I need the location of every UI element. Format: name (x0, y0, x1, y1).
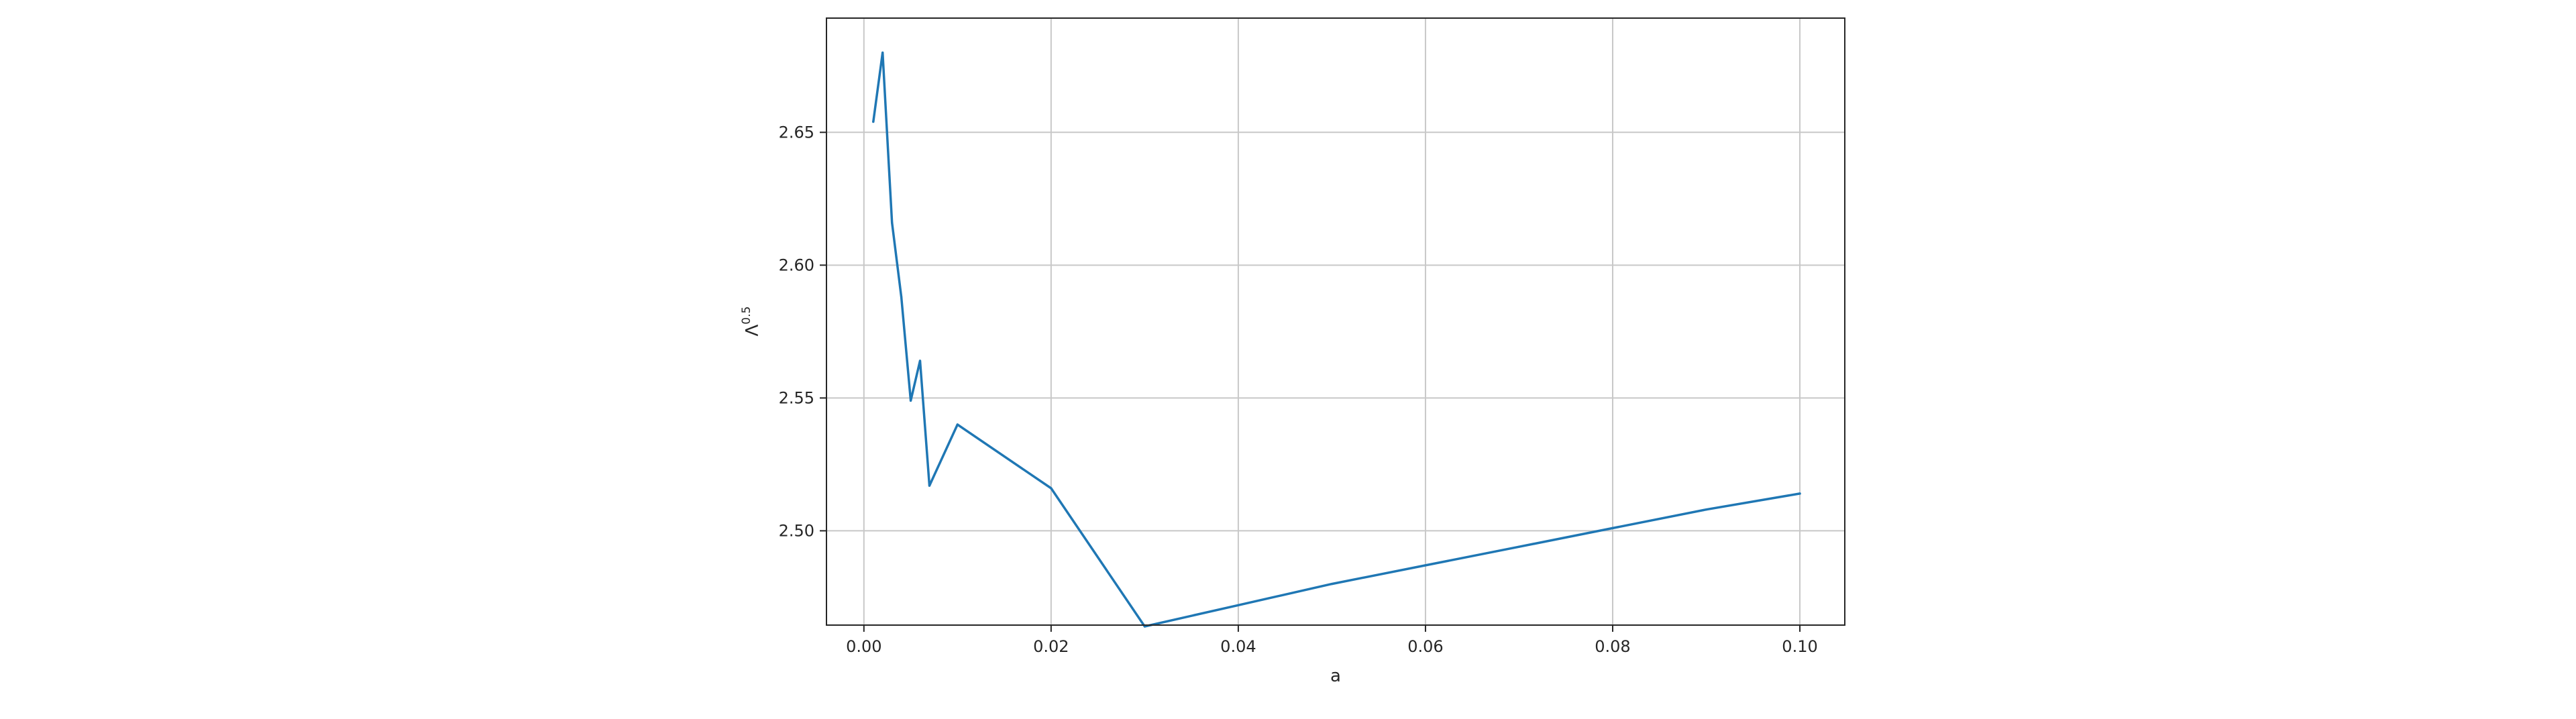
data-point (1424, 564, 1427, 567)
data-point (1050, 487, 1053, 490)
plot-frame (826, 17, 1845, 626)
x-tick-label: 0.06 (1407, 637, 1443, 656)
x-tick-label: 0.04 (1220, 637, 1256, 656)
data-point (1330, 583, 1334, 586)
data-point (1705, 508, 1708, 511)
series-line (872, 51, 1801, 628)
x-tick-label: 0.08 (1595, 637, 1630, 656)
x-tick-label: 0.02 (1033, 637, 1069, 656)
series-layer (872, 51, 1801, 628)
y-tick-label: 2.55 (779, 388, 814, 407)
x-tick-label: 0.00 (846, 637, 881, 656)
y-axis-label-text: Λ0.5 (740, 307, 763, 337)
data-point (909, 399, 912, 402)
x-axis-label: a (1330, 666, 1341, 686)
data-point (918, 360, 922, 362)
grid-lines (826, 18, 1845, 625)
data-point (891, 221, 894, 224)
data-point (872, 120, 875, 123)
y-tick-label: 2.65 (779, 123, 814, 142)
data-point (956, 423, 959, 426)
data-point (1517, 545, 1521, 548)
axis-ticks: 0.00 0.02 0.04 0.06 0.08 0.10 2.50 2.55 2.60 2.65 (779, 123, 1818, 656)
y-axis-label-superscript: 0.5 (740, 307, 753, 325)
data-point (928, 484, 931, 487)
y-tick-label: 2.60 (779, 256, 814, 274)
data-point (1799, 492, 1801, 495)
data-point (1611, 527, 1614, 530)
y-axis-label: Λ0.5 (740, 307, 763, 337)
data-point (881, 51, 884, 54)
x-tick-label: 0.10 (1782, 637, 1817, 656)
y-tick-label: 2.50 (779, 521, 814, 540)
data-point (1143, 625, 1146, 628)
y-axis-label-base: Λ (743, 325, 763, 337)
data-point (1237, 604, 1240, 606)
data-point (900, 296, 903, 298)
